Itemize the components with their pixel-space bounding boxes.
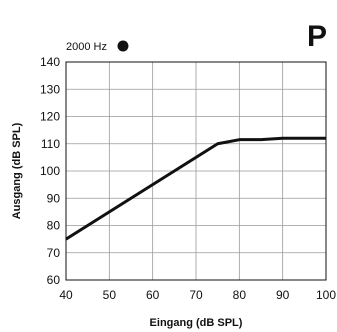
y-tick-label: 120 (40, 110, 60, 124)
plot-frame (65, 61, 327, 281)
grid-lines (65, 61, 327, 281)
legend-marker (117, 40, 129, 52)
y-tick-label: 110 (41, 137, 60, 151)
x-axis-title: Eingang (dB SPL) (150, 317, 243, 329)
y-tick-label: 60 (47, 273, 61, 287)
x-tick-label: 60 (146, 288, 160, 302)
y-tick-label: 140 (40, 55, 60, 69)
program-badge: P (307, 20, 327, 53)
legend-label: 2000 Hz (66, 41, 107, 53)
y-tick-label: 80 (47, 219, 61, 233)
y-tick-label: 130 (40, 82, 60, 96)
y-axis-title: Ausgang (dB SPL) (11, 122, 23, 219)
x-tick-label: 70 (189, 288, 203, 302)
x-tick-label: 80 (233, 288, 247, 302)
x-tick-label: 40 (59, 288, 73, 302)
x-tick-labels: 40 50 60 70 80 90 100 (59, 288, 336, 302)
x-tick-label: 90 (276, 288, 290, 302)
x-tick-label: 50 (103, 288, 117, 302)
y-tick-label: 90 (47, 191, 61, 205)
series-line (65, 136, 326, 241)
y-tick-labels: 60 70 80 90 100 110 120 130 140 (40, 55, 60, 287)
y-tick-label: 70 (47, 246, 61, 260)
x-tick-label: 100 (316, 288, 336, 302)
series-layer (65, 136, 326, 241)
y-tick-label: 100 (40, 164, 60, 178)
